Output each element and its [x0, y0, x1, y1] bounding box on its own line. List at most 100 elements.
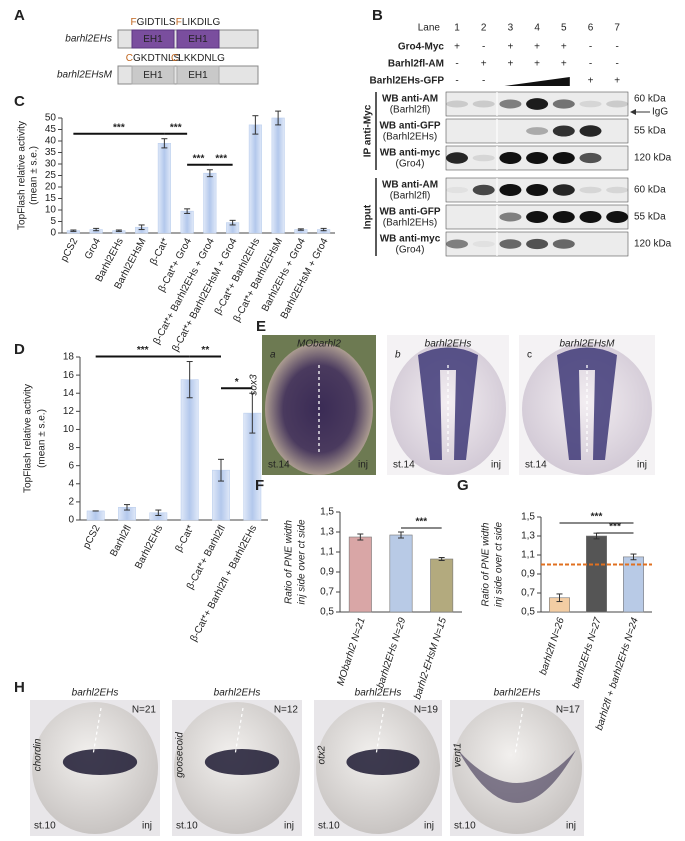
image-title: barhl2EHs [494, 688, 541, 699]
significance: *** [113, 122, 125, 133]
condition-cell: + [561, 59, 567, 70]
condition-name: Gro4-Myc [398, 42, 445, 53]
gene-label: vent1 [453, 743, 464, 767]
blot-antibody: WB anti-myc [380, 234, 441, 245]
error-bar [297, 228, 304, 231]
y-tick-label: 2 [68, 497, 74, 508]
gene-label: sox3 [249, 374, 260, 396]
panel-label: E [256, 318, 266, 335]
y-axis-label: inj side over ct side [297, 519, 308, 604]
side: inj [284, 821, 294, 832]
condition-cell: + [588, 76, 594, 87]
image-title: MObarhl2 [297, 339, 341, 350]
stage: st.10 [454, 821, 476, 832]
error-bar [252, 115, 259, 135]
band [579, 152, 602, 164]
x-tick-label: barhl2fl + barhl2EHs N=24 [594, 616, 641, 732]
count: N=21 [132, 705, 157, 716]
significance: * [235, 377, 239, 388]
lane-number: 2 [481, 23, 487, 34]
band [472, 100, 495, 108]
y-tick-label: 20 [45, 182, 57, 193]
error-bar [398, 531, 404, 539]
gene-label: otx2 [317, 745, 328, 764]
error-bar [155, 509, 162, 516]
bar [271, 117, 285, 234]
blot-antibody: WB anti-AM [382, 94, 438, 105]
panel-label: B [372, 7, 383, 24]
condition-cell: - [482, 42, 485, 53]
stage: st.10 [176, 821, 198, 832]
band [526, 238, 549, 250]
condition-cell: - [455, 59, 458, 70]
band [526, 98, 549, 110]
significance: ** [201, 345, 209, 356]
side: inj [358, 460, 368, 471]
condition-cell: - [616, 42, 619, 53]
band [606, 186, 629, 194]
neural-plate [418, 347, 478, 460]
y-tick-label: 50 [45, 113, 57, 124]
significance: *** [170, 122, 182, 133]
x-tick-label: Barhl2fl [108, 523, 134, 558]
midline [514, 707, 524, 756]
y-tick-label: 6 [68, 460, 74, 471]
error-bar [218, 458, 224, 482]
domain-box [131, 29, 175, 49]
lane-number: 3 [508, 23, 514, 34]
x-tick-label: MObarhl2 N=21 [335, 616, 367, 687]
y-tick-label: 8 [68, 442, 74, 453]
image-title: barhl2EHs [214, 688, 261, 699]
y-tick-label: 40 [45, 136, 57, 147]
band [499, 152, 522, 164]
note-arrowhead [630, 109, 636, 115]
blot-target: (Barhl2EHs) [383, 218, 437, 229]
blot-target: (Gro4) [396, 245, 425, 256]
error-bar [206, 169, 213, 178]
significance: *** [415, 517, 427, 528]
panel-label: A [14, 7, 25, 24]
gene-label: chordin [33, 738, 44, 771]
y-tick-label: 30 [45, 159, 57, 170]
significance: *** [193, 153, 205, 164]
condition-cell: - [482, 76, 485, 87]
condition-cell: + [614, 76, 620, 87]
image-letter: c [527, 350, 532, 361]
y-tick-label: 18 [63, 352, 75, 363]
band [526, 184, 549, 196]
y-tick-label: 4 [68, 478, 74, 489]
section-name: IP anti-Myc [363, 104, 374, 157]
significance: *** [591, 512, 603, 523]
error-bar [186, 361, 193, 399]
y-tick-label: 45 [45, 124, 57, 135]
blot-size: 60 kDa [634, 94, 666, 105]
domain-box [131, 65, 175, 85]
x-tick-label: barhl2EHs N=27 [571, 616, 604, 690]
x-tick-label: Barhl2EHs [133, 523, 165, 570]
band [552, 99, 575, 109]
lane-title: Lane [418, 23, 441, 34]
condition-cell: - [455, 76, 458, 87]
dose-triangle [504, 77, 570, 86]
band [579, 100, 602, 108]
midline [92, 707, 102, 756]
y-axis-label: TopFlash relative activity [23, 384, 34, 493]
band [446, 152, 468, 164]
section-name: Input [363, 204, 374, 229]
band [552, 239, 575, 249]
stage: st.10 [34, 821, 56, 832]
count: N=12 [274, 705, 299, 716]
expression [204, 749, 280, 775]
y-tick-label: 12 [63, 406, 75, 417]
y-tick-label: 0,9 [521, 569, 535, 580]
error-bar [275, 110, 282, 126]
error-bar [357, 533, 364, 541]
y-tick-label: 1,1 [521, 550, 535, 561]
band [499, 184, 522, 196]
condition-cell: - [589, 42, 592, 53]
y-tick-label: 1,3 [521, 531, 535, 542]
blot-size: 60 kDa [634, 185, 666, 196]
band [579, 211, 602, 223]
side: inj [637, 460, 647, 471]
